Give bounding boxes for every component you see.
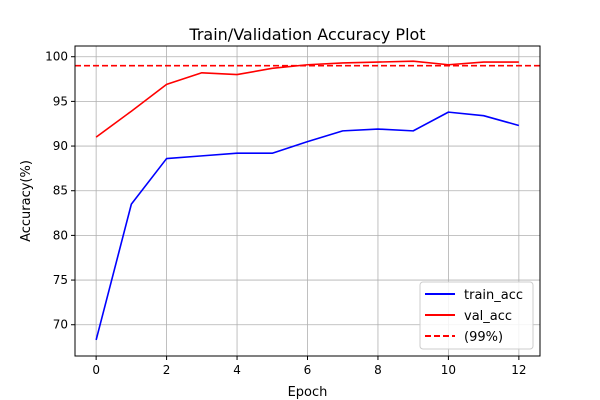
x-tick-label: 12 bbox=[511, 363, 526, 377]
y-tick-label: 100 bbox=[45, 50, 68, 64]
y-tick-label: 95 bbox=[53, 94, 68, 108]
legend: train_acc val_acc (99%) bbox=[419, 281, 534, 350]
x-tick-label: 2 bbox=[163, 363, 171, 377]
x-tick-label: 0 bbox=[92, 363, 100, 377]
legend-frame bbox=[419, 281, 534, 350]
ticks: 0 2 4 6 8 10 12 70 75 80 85 90 95 100 bbox=[45, 50, 526, 377]
x-tick-label: 6 bbox=[304, 363, 312, 377]
x-tick-label: 10 bbox=[441, 363, 456, 377]
x-tick-label: 8 bbox=[374, 363, 382, 377]
x-axis-label: Epoch bbox=[288, 385, 328, 400]
plot-lines bbox=[75, 60, 540, 341]
chart-title: Train/Validation Accuracy Plot bbox=[188, 25, 425, 44]
legend-label-val-acc: val_acc bbox=[464, 309, 512, 324]
y-axis-label: Accuracy(%) bbox=[19, 160, 34, 242]
y-tick-label: 75 bbox=[53, 273, 68, 287]
y-tick-label: 85 bbox=[53, 184, 68, 198]
legend-label-train-acc: train_acc bbox=[464, 288, 523, 303]
y-tick-label: 80 bbox=[53, 228, 68, 242]
legend-label-reference: (99%) bbox=[464, 330, 503, 345]
y-tick-label: 90 bbox=[53, 139, 68, 153]
y-tick-label: 70 bbox=[53, 318, 68, 332]
series-line-train-acc bbox=[95, 111, 520, 341]
x-tick-label: 4 bbox=[233, 363, 241, 377]
grid bbox=[75, 46, 540, 356]
series-line-val-acc bbox=[95, 60, 519, 138]
